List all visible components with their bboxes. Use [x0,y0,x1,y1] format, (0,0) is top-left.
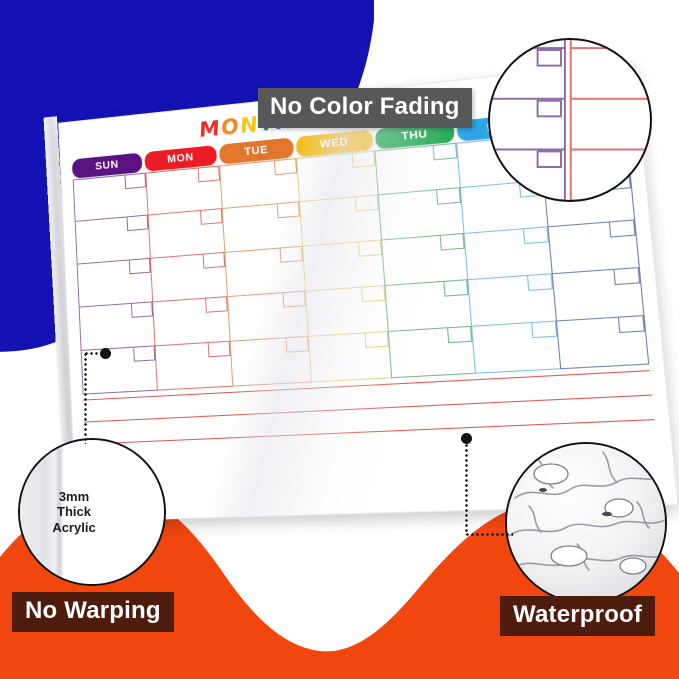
magnified-date-box [536,150,562,168]
calendar-cell[interactable] [378,187,464,241]
calendar-cell[interactable] [307,330,392,383]
calendar-cell[interactable] [548,219,641,275]
date-number-box[interactable] [354,194,380,212]
calendar-cell[interactable] [467,273,557,327]
pointer-dot-left [100,348,111,359]
date-number-box[interactable] [207,340,231,358]
date-number-box[interactable] [202,251,226,269]
acrylic-thickness-text: 3mm Thick Acrylic [28,489,120,535]
date-number-box[interactable] [361,285,386,303]
calendar-cell[interactable] [147,208,225,259]
calendar-cell[interactable] [463,226,553,281]
calendar-cell[interactable] [229,335,311,387]
leader-line-left-vertical [84,352,87,444]
date-number-box[interactable] [613,267,641,286]
magnified-cell [569,150,650,200]
date-number-box[interactable] [282,290,306,308]
magnified-column-mon [569,40,650,200]
date-number-box[interactable] [276,201,300,219]
title-letter-0: M [198,115,222,142]
calendar-cell[interactable] [381,232,468,287]
date-number-box[interactable] [279,245,303,263]
date-number-box[interactable] [126,214,148,232]
pointer-dot-right [461,433,472,444]
magnified-column-sun [490,40,566,200]
magnified-cell [569,49,650,100]
magnified-calendar-grid [490,40,650,200]
leader-line-left-horizontal [84,352,102,355]
date-number-box[interactable] [132,345,155,362]
title-letter-1: O [220,113,241,140]
calendar-cell[interactable] [304,285,389,337]
date-number-box[interactable] [273,158,297,176]
waterproof-label: Waterproof [500,596,656,636]
no-warping-detail-circle: 3mm Thick Acrylic [18,438,166,586]
magnified-cell [490,99,566,151]
date-number-box[interactable] [130,301,153,318]
date-number-box[interactable] [439,232,465,251]
calendar-cell[interactable] [301,239,385,292]
date-number-box[interactable] [197,165,221,183]
calendar-cell[interactable] [78,301,155,351]
magnified-cell [490,40,566,50]
calendar-cell[interactable] [151,296,230,347]
no-color-fading-label: No Color Fading [258,88,472,128]
date-number-box[interactable] [124,172,146,190]
title-letter-2: N [239,111,260,138]
calendar-cell[interactable] [76,257,152,308]
magnified-date-box [536,49,562,67]
calendar-cell[interactable] [470,320,561,374]
magnified-date-box [536,99,562,118]
calendar-cell[interactable] [227,290,308,342]
calendar-cell[interactable] [384,279,471,332]
calendar-cell[interactable] [556,315,650,370]
acrylic-text-line-1: 3mm [58,489,90,505]
calendar-cell[interactable] [552,267,645,322]
magnified-cell [569,40,650,50]
calendar-cell[interactable] [224,245,305,298]
date-number-box[interactable] [443,279,469,297]
date-number-box[interactable] [358,239,383,257]
no-warping-label: No Warping [12,592,174,632]
acrylic-text-line-3: Acrylic [52,519,96,535]
date-number-box[interactable] [527,273,554,291]
calendar-column-tue [219,158,311,387]
magnified-cell [490,150,566,200]
calendar-cell[interactable] [154,340,233,391]
date-number-box[interactable] [285,335,309,353]
date-number-box[interactable] [200,208,223,225]
calendar-cell[interactable] [298,194,382,247]
date-number-box[interactable] [205,296,229,313]
calendar-cell[interactable] [74,214,150,265]
magnified-cell [569,99,650,151]
calendar-cell[interactable] [149,251,228,303]
date-number-box[interactable] [608,219,636,238]
calendar-column-mon [144,165,233,391]
calendar-cell[interactable] [388,325,475,379]
acrylic-text-line-2: Thick [57,504,91,520]
date-number-box[interactable] [523,226,550,245]
magnified-cell [490,49,566,100]
calendar-cell[interactable] [221,201,302,253]
date-number-box[interactable] [531,320,558,339]
date-number-box[interactable] [435,187,461,205]
date-number-box[interactable] [364,330,390,349]
date-number-box[interactable] [351,150,376,168]
date-number-box[interactable] [432,142,458,161]
water-droplet-texture-icon [507,444,665,602]
leader-line-right-vertical [465,443,468,535]
date-number-box[interactable] [128,257,151,275]
waterproof-detail-circle [505,442,667,604]
acrylic-thickness-edge [20,440,64,584]
leader-line-right-horizontal [465,533,513,536]
date-number-box[interactable] [617,315,646,334]
date-number-box[interactable] [446,325,473,344]
